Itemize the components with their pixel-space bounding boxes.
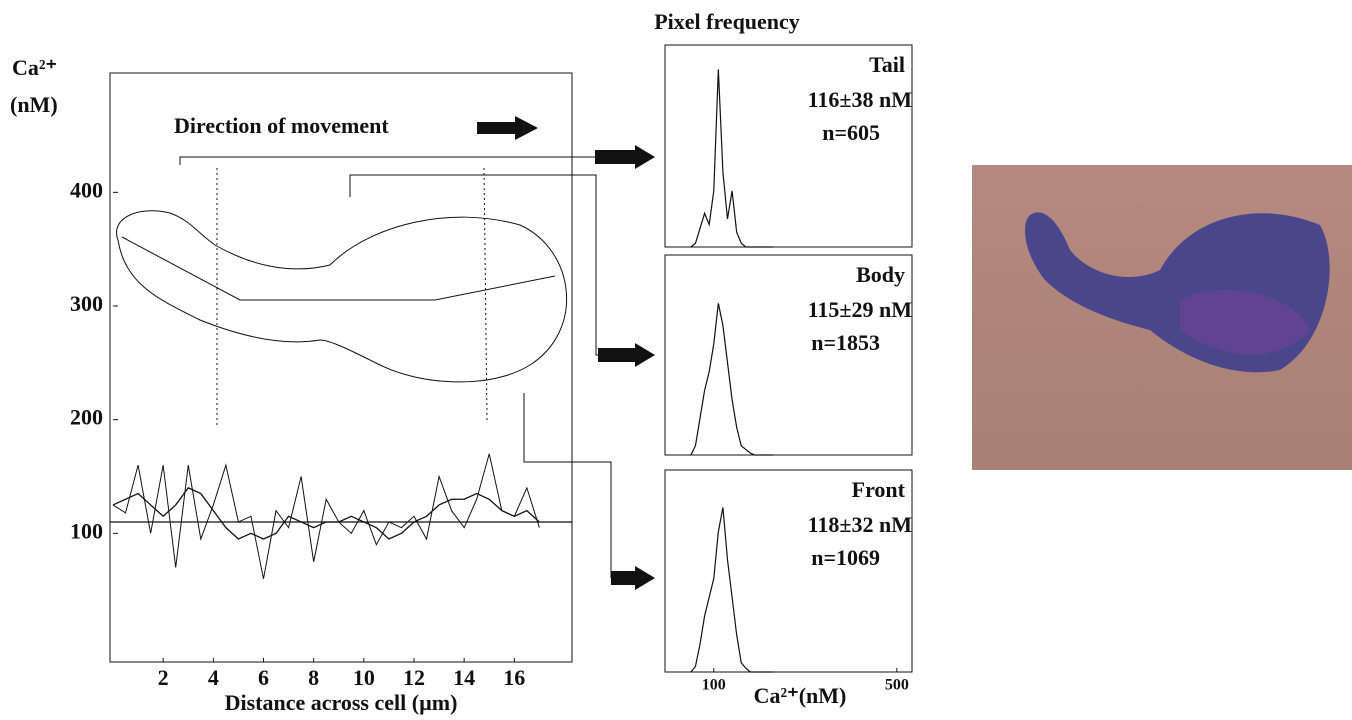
panel-count: n=1853 xyxy=(811,330,880,355)
y-axis-label: Ca²⁺ xyxy=(12,55,57,80)
panel-stat: 118±32 nM xyxy=(808,512,913,537)
histogram-frame xyxy=(664,469,913,673)
y-tick-label: 400 xyxy=(70,177,103,202)
panel-label: Tail xyxy=(869,52,905,77)
x-axis-label: Distance across cell (µm) xyxy=(225,690,458,715)
cell-outline xyxy=(116,210,568,383)
cell-axis xyxy=(121,236,556,301)
arrow xyxy=(477,116,538,140)
x-tick-label: 100 xyxy=(702,677,726,694)
y-tick-label: 300 xyxy=(70,291,103,316)
panel-count: n=605 xyxy=(822,120,880,145)
y-tick-label: 200 xyxy=(70,405,103,430)
x-tick-label: 16 xyxy=(503,665,525,690)
panel-stat: 115±29 nM xyxy=(808,297,913,322)
x-axis-label: Ca²⁺(nM) xyxy=(754,683,847,708)
y-tick-label: 100 xyxy=(70,518,103,543)
data-line xyxy=(690,507,774,673)
annotation: Direction of movement xyxy=(174,113,389,138)
region-divider xyxy=(483,167,488,421)
panel-label: Front xyxy=(852,477,906,502)
panel-label: Body xyxy=(856,262,905,287)
arrow xyxy=(598,343,655,367)
plot-frame xyxy=(109,72,573,663)
data-line xyxy=(112,487,540,540)
histogram-title: Pixel frequency xyxy=(654,9,800,34)
y-axis-unit: (nM) xyxy=(10,92,58,117)
arrow xyxy=(611,566,655,590)
arrow xyxy=(595,145,655,169)
connector xyxy=(523,393,612,578)
x-tick-label: 4 xyxy=(208,665,219,690)
connector xyxy=(179,156,600,165)
x-tick-label: 6 xyxy=(258,665,269,690)
cell-image-blob xyxy=(1180,290,1310,355)
panel-count: n=1069 xyxy=(811,545,880,570)
x-tick-label: 2 xyxy=(158,665,169,690)
x-tick-label: 12 xyxy=(403,665,425,690)
panel-stat: 116±38 nM xyxy=(808,87,913,112)
x-tick-label: 8 xyxy=(308,665,319,690)
histogram-frame xyxy=(664,254,913,456)
data-line xyxy=(112,453,540,579)
data-line xyxy=(690,303,774,456)
connector xyxy=(349,174,600,356)
x-tick-label: 500 xyxy=(885,677,909,694)
histogram-frame xyxy=(664,44,913,248)
x-tick-label: 14 xyxy=(453,665,475,690)
x-tick-label: 10 xyxy=(353,665,375,690)
data-line xyxy=(690,69,774,248)
